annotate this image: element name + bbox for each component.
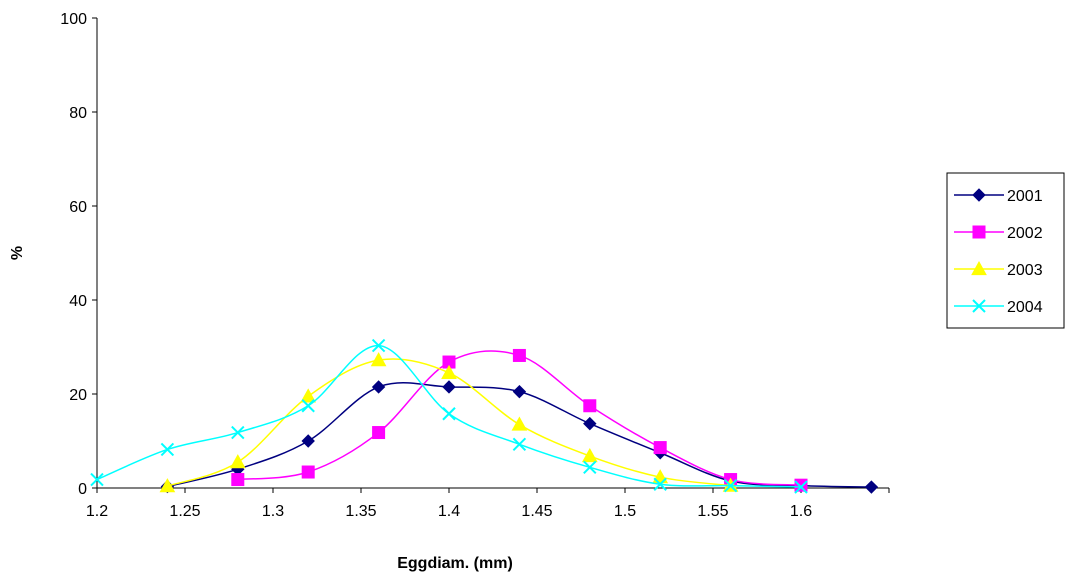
data-point <box>864 480 879 494</box>
data-point <box>300 388 317 403</box>
data-point <box>512 437 527 451</box>
data-point <box>442 407 456 421</box>
series-2004 <box>90 338 808 494</box>
data-point <box>301 399 315 413</box>
data-point <box>301 434 315 448</box>
y-tick-label: 80 <box>69 105 87 122</box>
x-tick-label: 1.3 <box>262 503 284 520</box>
x-tick-label: 1.2 <box>86 503 108 520</box>
data-point <box>512 348 526 362</box>
series-line <box>167 382 872 488</box>
axes: 0 20 40 60 80 100 1.2 1.25 1.3 1.35 1.4 1.45 1.5 1.55… <box>60 11 890 520</box>
data-point <box>231 473 245 487</box>
y-tick-label: 60 <box>69 199 87 216</box>
legend-marker <box>972 188 986 202</box>
series-2001 <box>160 380 879 494</box>
data-point <box>301 465 315 479</box>
legend-label: 2003 <box>1007 262 1043 279</box>
legend-marker <box>971 260 987 276</box>
data-point <box>442 380 456 394</box>
data-point <box>581 448 598 463</box>
data-point <box>160 442 175 457</box>
legend-label: 2002 <box>1007 225 1043 242</box>
data-point <box>371 380 386 394</box>
data-point <box>512 384 527 399</box>
legend-item: 2003 <box>954 260 1043 279</box>
data-point <box>229 454 246 469</box>
y-tick-label: 100 <box>60 11 87 28</box>
data-point <box>372 426 386 440</box>
data-point <box>159 478 176 493</box>
y-tick-label: 20 <box>69 387 87 404</box>
data-point <box>794 480 808 494</box>
legend-item: 2004 <box>954 299 1043 316</box>
x-tick-label: 1.35 <box>345 503 376 520</box>
legend-label: 2001 <box>1007 188 1043 205</box>
legend: 2001 2002 2003 2004 <box>946 172 1065 329</box>
data-point <box>723 478 738 493</box>
y-axis-title: % <box>9 246 26 260</box>
data-point <box>794 478 808 492</box>
data-point <box>231 425 245 440</box>
data-point <box>370 352 387 367</box>
data-point <box>511 416 528 431</box>
x-tick-label: 1.4 <box>438 503 460 520</box>
legend-label: 2004 <box>1007 299 1043 316</box>
x-tick-label: 1.6 <box>790 503 812 520</box>
x-tick-label: 1.55 <box>697 503 728 520</box>
data-point <box>371 338 386 353</box>
data-point <box>90 472 104 487</box>
series-lines <box>90 338 879 494</box>
series-2002 <box>231 348 808 492</box>
legend-box <box>946 172 1065 329</box>
data-point <box>583 460 597 475</box>
y-tick-label: 40 <box>69 293 87 310</box>
data-point <box>583 416 597 431</box>
y-tick-label: 0 <box>78 481 87 498</box>
x-tick-label: 1.45 <box>521 503 552 520</box>
legend-item: 2002 <box>954 225 1043 242</box>
legend-marker <box>972 225 986 239</box>
legend-item: 2001 <box>954 188 1043 205</box>
x-tick-label: 1.5 <box>614 503 636 520</box>
data-point <box>653 477 667 491</box>
x-tick-label: 1.25 <box>169 503 200 520</box>
data-point <box>653 441 667 455</box>
series-2003 <box>159 352 739 493</box>
legend-marker <box>972 299 986 313</box>
data-point <box>583 399 597 413</box>
x-axis-title: Eggdiam. (mm) <box>397 555 513 572</box>
data-point <box>441 364 457 379</box>
